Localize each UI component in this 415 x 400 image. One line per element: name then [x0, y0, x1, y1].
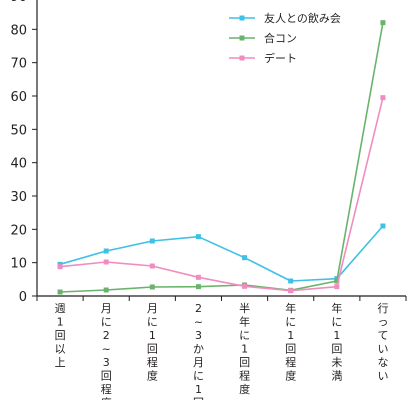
data-point — [57, 289, 63, 295]
series-0 — [57, 223, 386, 284]
x-tick-label: 年に 1 回程度 — [285, 301, 296, 383]
y-tick-label: 20 — [10, 223, 27, 238]
series-line — [60, 22, 384, 293]
series-line — [59, 225, 384, 282]
data-point — [242, 255, 248, 261]
data-point — [195, 234, 201, 240]
series-2 — [57, 95, 386, 294]
data-point — [334, 284, 340, 290]
y-tick-label: 60 — [10, 90, 27, 105]
y-axis-ticks: 0 10 20 30 40 50 60 70 80 90 — [10, 0, 37, 305]
data-point — [57, 264, 63, 270]
legend-item: デート — [229, 51, 297, 65]
data-point — [195, 284, 201, 290]
data-point — [149, 238, 155, 244]
data-point — [380, 223, 386, 229]
y-tick-label: 70 — [10, 57, 27, 72]
y-tick-label: 90 — [10, 0, 27, 5]
series-layer — [57, 20, 386, 295]
data-point — [103, 259, 109, 265]
legend-item: 友人との飲み会 — [229, 11, 341, 25]
y-tick-label: 50 — [10, 123, 27, 138]
data-point — [242, 283, 248, 289]
data-point — [380, 20, 386, 26]
legend-swatch-marker — [239, 15, 245, 21]
x-tick-label: 月に2~3回程度 — [101, 302, 112, 400]
legend-label: 友人との飲み会 — [264, 11, 341, 25]
data-point — [334, 278, 340, 284]
data-point — [288, 288, 294, 294]
y-tick-label: 0 — [19, 290, 27, 305]
legend-swatch-marker — [239, 35, 245, 41]
y-tick-label: 10 — [10, 257, 27, 272]
legend-label: デート — [264, 51, 297, 65]
series-line — [60, 97, 384, 292]
data-point — [195, 274, 201, 280]
x-tick-label: 月に 1 回程度 — [147, 302, 158, 383]
y-tick-label: 80 — [10, 23, 27, 38]
data-point — [149, 263, 155, 269]
x-tick-label: 2~3か月に1回 — [193, 302, 204, 400]
x-tick-label: 週 1 回以上 — [55, 302, 66, 369]
data-point — [149, 284, 155, 290]
y-tick-label: 30 — [10, 190, 27, 205]
x-tick-label: 半年に 1 回程度 — [239, 301, 250, 396]
data-point — [288, 278, 294, 284]
data-point — [103, 287, 109, 293]
legend-label: 合コン — [264, 31, 297, 45]
legend-swatch-marker — [239, 55, 245, 61]
x-tick-label: 行っていない — [377, 302, 388, 383]
y-tick-label: 40 — [10, 157, 27, 172]
x-tick-label: 年に 1 回未満 — [331, 301, 342, 383]
data-point — [103, 248, 109, 254]
legend-item: 合コン — [229, 31, 297, 45]
data-point — [380, 95, 386, 101]
